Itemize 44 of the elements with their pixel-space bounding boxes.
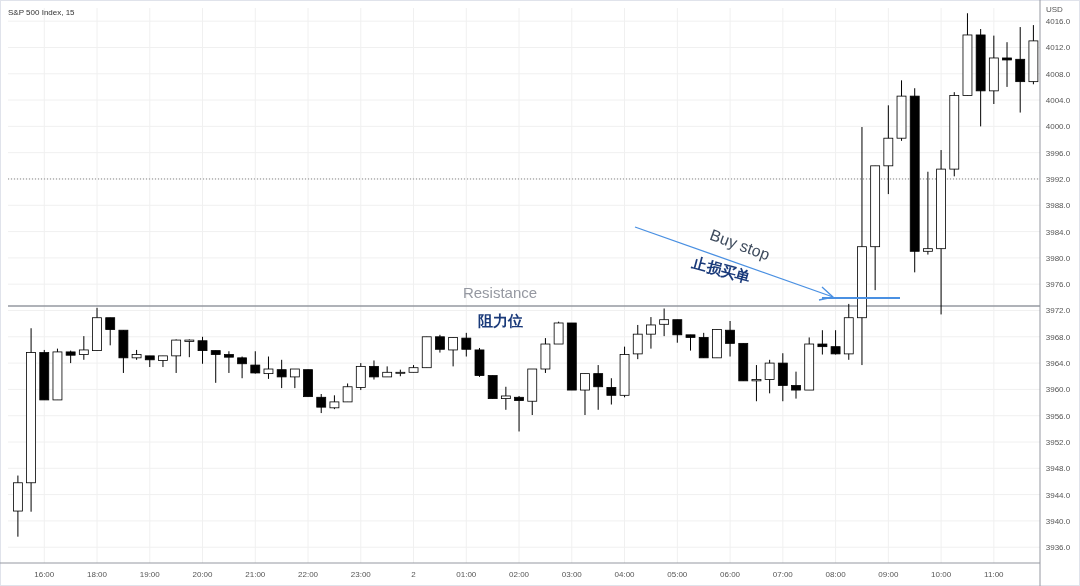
- x-tick-label: 02:00: [509, 570, 530, 579]
- y-tick-label: 3984.0: [1045, 227, 1071, 237]
- x-tick-label: 09:00: [878, 570, 899, 579]
- y-tick-label: 3956.0: [1045, 411, 1071, 421]
- ref-line-label: Resistance: [462, 283, 538, 301]
- y-tick-label: 4008.0: [1045, 69, 1071, 79]
- annotation: 阻力位: [477, 311, 523, 329]
- x-tick-label: 23:00: [350, 570, 372, 579]
- y-tick-label: 3940.0: [1045, 516, 1071, 526]
- y-tick-label: 4012.0: [1045, 43, 1071, 53]
- x-tick-label: 07:00: [772, 570, 794, 579]
- x-tick-label: 04:00: [614, 570, 636, 579]
- x-tick-label: 08:00: [825, 570, 847, 579]
- x-tick-label: 18:00: [87, 570, 108, 579]
- x-tick-label: 21:00: [245, 570, 266, 579]
- y-tick-label: 3944.0: [1045, 490, 1071, 500]
- x-tick-label: 20:00: [192, 570, 214, 579]
- y-tick-label: 3936.0: [1045, 543, 1071, 553]
- x-tick-label: 03:00: [561, 570, 583, 579]
- y-tick-label: 3952.0: [1045, 438, 1071, 447]
- y-axis-title: USD: [1046, 5, 1064, 14]
- x-tick-label: 01:00: [456, 570, 477, 579]
- x-tick-label: 11:00: [984, 570, 1005, 579]
- x-tick-label: 2: [411, 570, 417, 579]
- y-tick-label: 3972.0: [1045, 306, 1071, 316]
- y-tick-label: 3992.0: [1045, 174, 1071, 184]
- x-tick-label: 05:00: [667, 570, 688, 579]
- x-tick-label: 16:00: [34, 570, 55, 579]
- y-tick-label: 3980.0: [1045, 253, 1071, 263]
- x-tick-label: 22:00: [298, 570, 319, 579]
- y-tick-label: 4016.0: [1045, 17, 1071, 27]
- x-tick-label: 10:00: [931, 570, 952, 579]
- y-tick-label: 4000.0: [1045, 122, 1071, 132]
- y-tick-label: 3996.0: [1045, 148, 1071, 158]
- y-tick-label: 3968.0: [1045, 332, 1071, 342]
- y-tick-label: 4004.0: [1045, 96, 1071, 106]
- y-tick-label: 3988.0: [1045, 201, 1071, 211]
- y-tick-label: 3976.0: [1045, 280, 1071, 290]
- y-tick-label: 3948.0: [1045, 464, 1071, 474]
- y-tick-label: 3964.0: [1045, 359, 1071, 369]
- x-tick-label: 06:00: [720, 570, 741, 579]
- x-tick-label: 19:00: [139, 570, 161, 579]
- chart-title: S&P 500 Index, 15: [8, 8, 76, 17]
- y-tick-label: 3960.0: [1045, 385, 1071, 395]
